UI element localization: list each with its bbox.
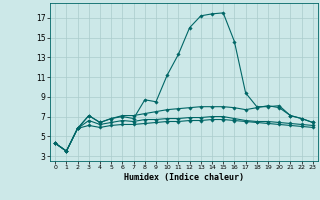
X-axis label: Humidex (Indice chaleur): Humidex (Indice chaleur) bbox=[124, 173, 244, 182]
